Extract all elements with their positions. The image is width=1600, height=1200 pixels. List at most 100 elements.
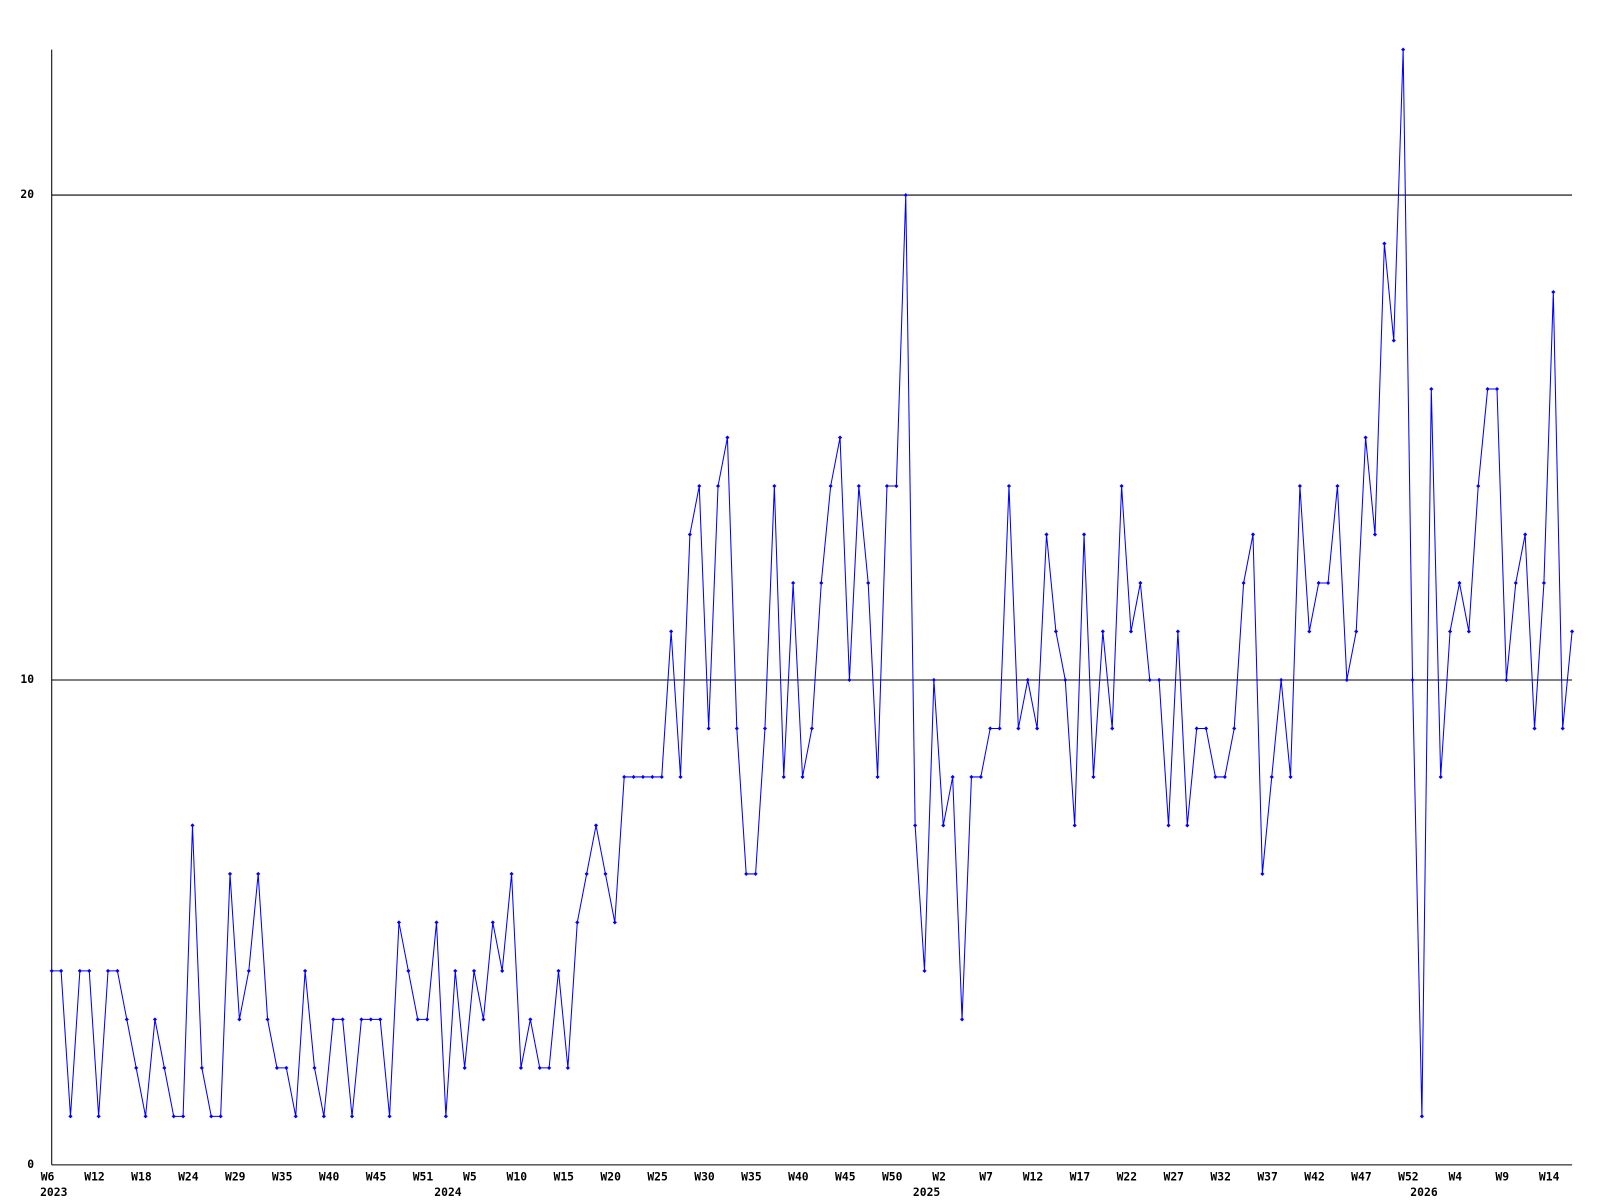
- marker: [1523, 532, 1528, 537]
- marker: [678, 774, 683, 780]
- marker: [866, 580, 871, 586]
- marker: [603, 871, 608, 876]
- marker: [227, 871, 233, 876]
- marker: [547, 1065, 552, 1070]
- marker: [368, 1017, 373, 1022]
- marker: [1044, 532, 1049, 537]
- marker: [1354, 629, 1359, 634]
- x-tick-label: W37: [1257, 1169, 1278, 1183]
- marker: [640, 774, 646, 780]
- marker: [1391, 338, 1396, 343]
- y-tick-label: 10: [20, 672, 34, 686]
- marker: [434, 920, 439, 925]
- marker: [284, 1065, 289, 1070]
- marker: [143, 1114, 148, 1119]
- marker: [1504, 677, 1509, 683]
- marker: [1382, 241, 1387, 246]
- marker: [171, 1114, 176, 1119]
- y-tick-label: 0: [27, 1157, 34, 1171]
- marker: [87, 968, 92, 973]
- marker: [1485, 386, 1490, 392]
- marker: [894, 483, 899, 489]
- marker: [340, 1017, 345, 1022]
- marker: [1335, 483, 1340, 489]
- marker: [1560, 726, 1565, 731]
- marker: [837, 435, 843, 440]
- x-tick-label: W35: [272, 1169, 293, 1183]
- marker: [152, 1017, 158, 1022]
- marker: [1551, 289, 1556, 295]
- marker: [1016, 726, 1021, 731]
- year-label: 2024: [434, 1185, 462, 1199]
- x-tick-label: W40: [319, 1169, 340, 1183]
- marker: [659, 774, 664, 780]
- marker: [969, 774, 974, 780]
- marker: [650, 774, 655, 780]
- x-tick-label: W15: [553, 1169, 574, 1183]
- marker: [1194, 726, 1199, 731]
- x-tick-label: W14: [1539, 1169, 1560, 1183]
- marker: [697, 483, 702, 489]
- marker: [734, 726, 739, 731]
- marker: [1232, 726, 1237, 731]
- x-tick-label: W25: [647, 1169, 668, 1183]
- marker: [105, 968, 111, 973]
- x-tick-label: W30: [694, 1169, 715, 1183]
- marker: [49, 968, 54, 973]
- marker: [1279, 677, 1284, 683]
- marker: [509, 871, 514, 876]
- marker: [209, 1114, 214, 1119]
- marker: [800, 774, 805, 780]
- marker: [1250, 532, 1256, 537]
- marker: [274, 1065, 280, 1070]
- marker: [1110, 726, 1115, 731]
- marker: [1035, 726, 1040, 731]
- marker: [1363, 435, 1368, 440]
- x-tick-label: W29: [225, 1169, 246, 1183]
- marker: [331, 1017, 336, 1022]
- x-tick-label: W47: [1351, 1169, 1372, 1183]
- marker: [1166, 823, 1171, 828]
- marker: [453, 968, 458, 973]
- marker: [593, 823, 599, 828]
- marker: [1006, 483, 1012, 489]
- marker: [528, 1017, 533, 1022]
- x-tick-label: W2: [932, 1169, 946, 1183]
- x-tick-label: W40: [788, 1169, 809, 1183]
- year-label: 2025: [913, 1185, 941, 1199]
- marker: [1325, 580, 1331, 586]
- x-tick-label: W20: [600, 1169, 621, 1183]
- marker: [584, 871, 589, 876]
- marker: [997, 726, 1002, 731]
- marker: [162, 1065, 167, 1070]
- marker: [631, 774, 636, 780]
- marker: [931, 677, 936, 683]
- x-tick-label: W32: [1210, 1169, 1231, 1183]
- marker: [312, 1065, 317, 1070]
- marker: [565, 1065, 570, 1070]
- year-label: 2023: [40, 1185, 68, 1199]
- marker: [500, 968, 505, 973]
- marker: [415, 1017, 420, 1022]
- x-tick-label: W27: [1164, 1169, 1185, 1183]
- x-tick-label: W6: [41, 1169, 55, 1183]
- marker: [809, 726, 814, 731]
- marker: [321, 1114, 326, 1119]
- marker: [124, 1017, 129, 1022]
- marker: [396, 920, 402, 925]
- marker: [988, 726, 993, 731]
- marker: [1541, 580, 1546, 586]
- marker: [1401, 47, 1406, 52]
- marker: [941, 823, 946, 828]
- marker: [669, 629, 674, 634]
- marker: [293, 1114, 298, 1119]
- marker: [1316, 580, 1321, 586]
- marker: [359, 1017, 364, 1022]
- x-tick-label: W45: [366, 1169, 387, 1183]
- marker: [1091, 774, 1096, 780]
- marker: [622, 774, 627, 780]
- marker: [922, 968, 927, 973]
- marker: [1438, 774, 1443, 780]
- marker: [406, 968, 411, 973]
- marker: [903, 193, 908, 198]
